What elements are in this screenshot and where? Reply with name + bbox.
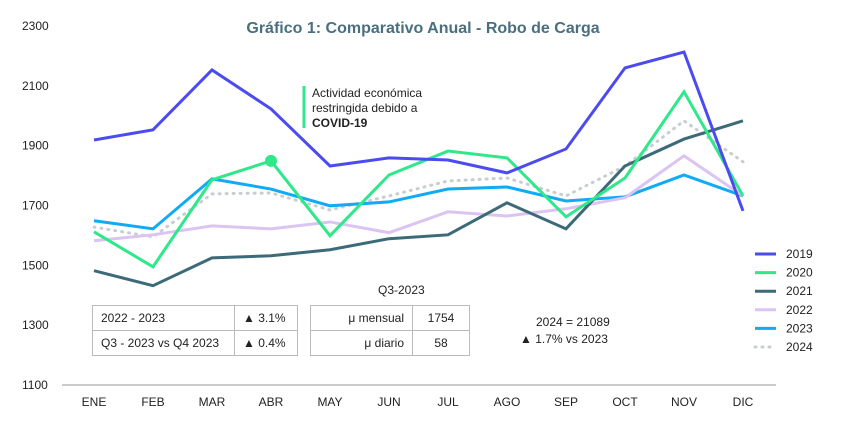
x-tick-label: FEB (141, 395, 164, 409)
legend-label-2023: 2023 (786, 321, 813, 335)
y-tick-label: 1500 (22, 258, 49, 272)
x-tick-label: JUN (377, 395, 400, 409)
x-tick-label: DIC (733, 395, 754, 409)
series-line-2024 (92, 118, 745, 239)
x-tick-label: ENE (82, 395, 107, 409)
legend-label-2021: 2021 (786, 284, 813, 298)
series-line-2019 (93, 50, 745, 212)
covid-marker (265, 154, 277, 167)
annotation-line-3: COVID-19 (312, 116, 368, 130)
row-label: μ mensual (310, 305, 413, 331)
y-tick-label: 2100 (22, 79, 49, 93)
row-value: 1754 (412, 305, 470, 331)
y-tick-label: 1900 (22, 139, 49, 153)
summary-table: 2022 - 2023 ▲ 3.1% Q3 - 2023 vs Q4 2023 ▲ … (92, 305, 298, 356)
x-tick-label: MAR (199, 395, 226, 409)
x-tick-label: MAY (317, 395, 342, 409)
row-value: 58 (412, 330, 470, 356)
annotation-line-2: restringida debido a (312, 101, 418, 115)
x-tick-label: ABR (259, 395, 284, 409)
total-change: ▲ 1.7% vs 2023 (520, 332, 608, 346)
row-value: ▲ 3.1% (234, 305, 298, 331)
annotation-line-1: Actividad económica (312, 86, 422, 100)
chart-title: Gráfico 1: Comparativo Anual - Robo de C… (246, 20, 599, 37)
x-tick-label: AGO (494, 395, 521, 409)
row-label: Q3 - 2023 vs Q4 2023 (92, 330, 235, 356)
table-row: μ mensual 1754 (310, 305, 470, 331)
q3-title: Q3-2023 (378, 283, 425, 297)
y-tick-label: 1700 (22, 199, 49, 213)
y-tick-label: 2300 (22, 19, 49, 33)
series-line-2022 (93, 154, 744, 243)
row-label: μ diario (310, 330, 413, 356)
q3-table: μ mensual 1754 μ diario 58 (310, 305, 470, 356)
y-tick-label: 1300 (22, 318, 49, 332)
legend-label-2019: 2019 (786, 247, 813, 261)
table-row: Q3 - 2023 vs Q4 2023 ▲ 0.4% (92, 330, 298, 356)
series-line-2020 (93, 88, 745, 269)
x-tick-label: SEP (554, 395, 578, 409)
row-value: ▲ 0.4% (234, 330, 298, 356)
x-tick-label: OCT (612, 395, 638, 409)
y-tick-label: 1100 (22, 378, 48, 392)
x-tick-label: JUL (437, 395, 459, 409)
legend-label-2022: 2022 (786, 303, 813, 317)
row-label: 2022 - 2023 (92, 305, 235, 331)
table-row: μ diario 58 (310, 330, 470, 356)
series-line-2023 (93, 173, 744, 231)
legend-label-2024: 2024 (786, 340, 813, 354)
total-2024: 2024 = 21089 (536, 315, 610, 329)
x-tick-label: NOV (671, 395, 697, 409)
table-row: 2022 - 2023 ▲ 3.1% (92, 305, 298, 331)
legend-label-2020: 2020 (786, 266, 813, 280)
